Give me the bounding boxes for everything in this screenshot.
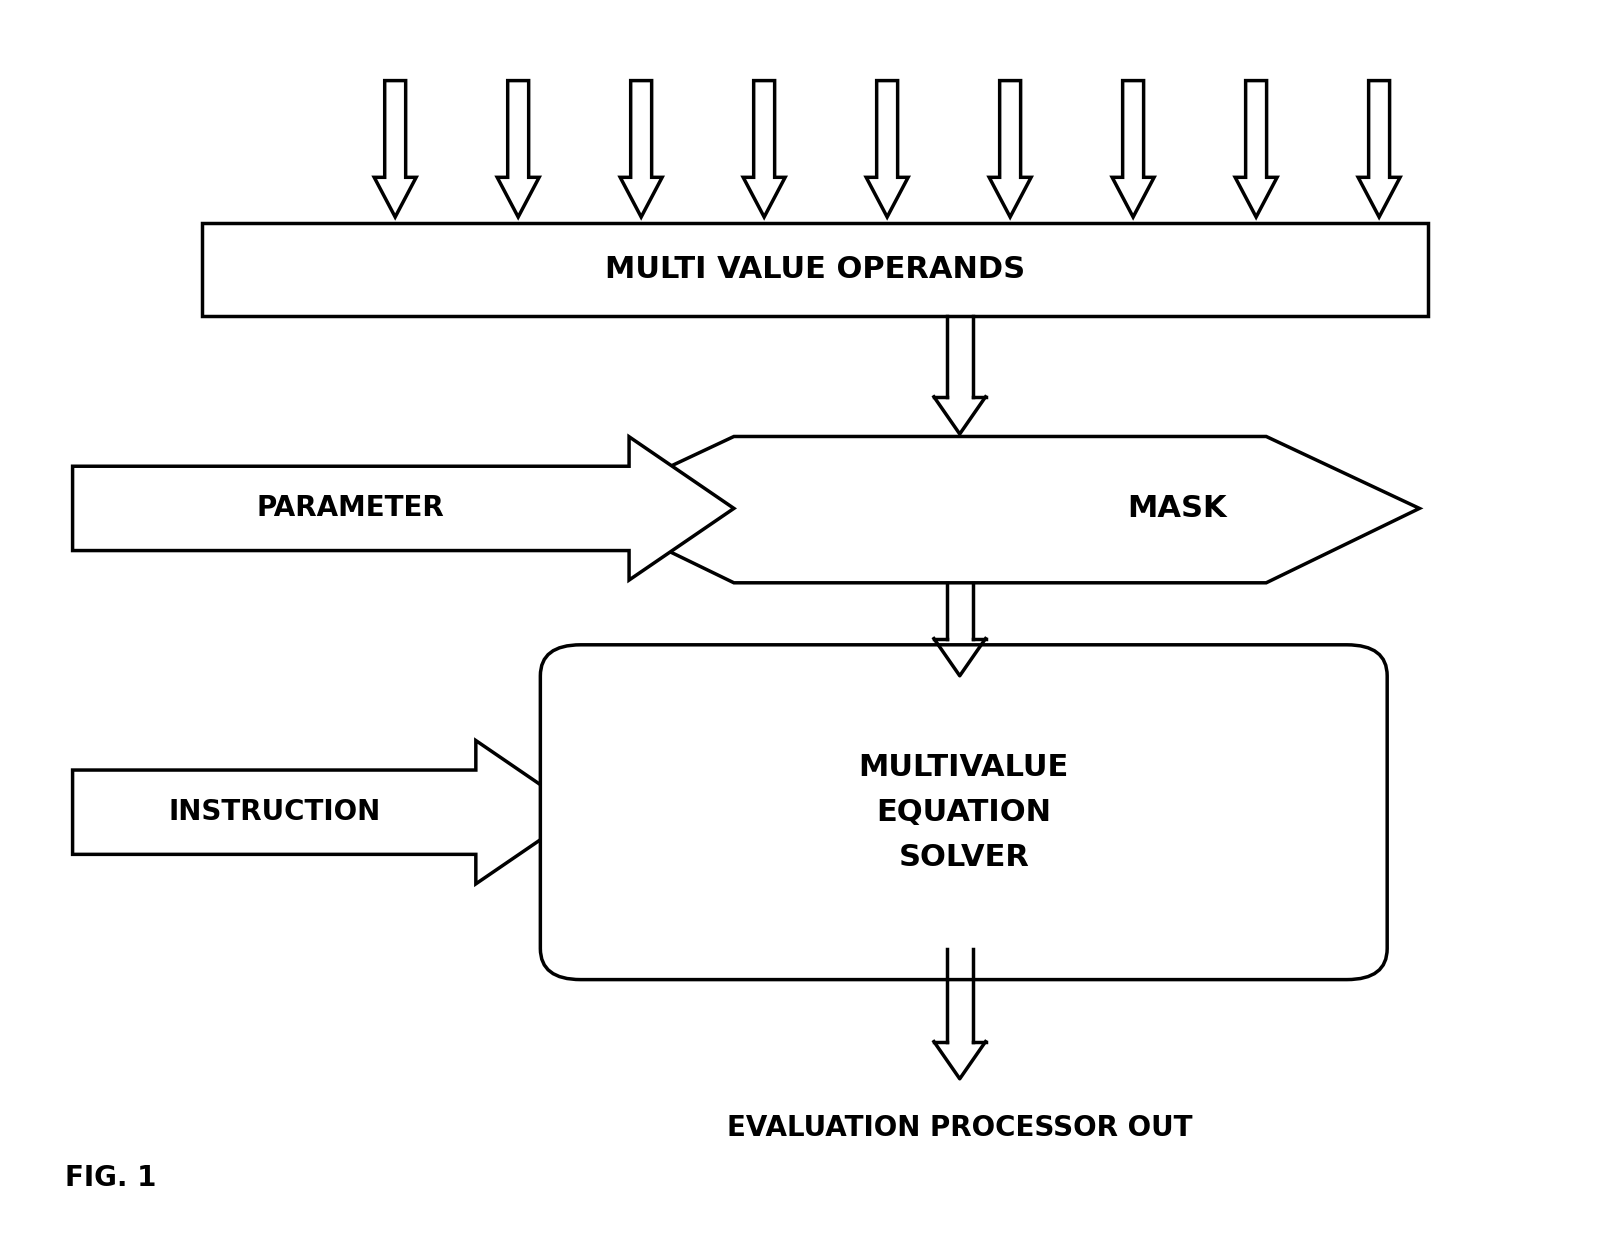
Polygon shape [866, 81, 908, 217]
Text: INSTRUCTION: INSTRUCTION [168, 799, 381, 826]
FancyBboxPatch shape [540, 645, 1387, 980]
Text: EVALUATION PROCESSOR OUT: EVALUATION PROCESSOR OUT [727, 1115, 1192, 1142]
Polygon shape [989, 81, 1031, 217]
Text: MULTI VALUE OPERANDS: MULTI VALUE OPERANDS [605, 255, 1024, 284]
FancyBboxPatch shape [202, 223, 1428, 316]
Polygon shape [497, 81, 539, 217]
Text: MULTIVALUE
EQUATION
SOLVER: MULTIVALUE EQUATION SOLVER [858, 753, 1069, 872]
Polygon shape [1236, 81, 1277, 217]
Polygon shape [1113, 81, 1153, 217]
Polygon shape [73, 740, 581, 884]
Polygon shape [619, 81, 661, 217]
Polygon shape [744, 81, 786, 217]
Polygon shape [581, 436, 1419, 583]
Polygon shape [374, 81, 416, 217]
Polygon shape [1358, 81, 1400, 217]
Text: PARAMETER: PARAMETER [256, 495, 445, 522]
Polygon shape [73, 436, 734, 580]
Text: MASK: MASK [1127, 494, 1227, 523]
Text: FIG. 1: FIG. 1 [65, 1164, 156, 1192]
